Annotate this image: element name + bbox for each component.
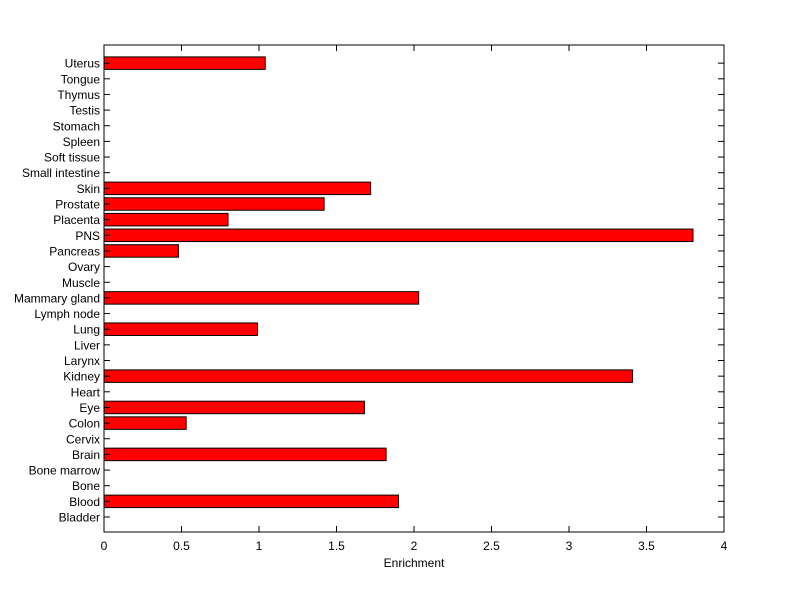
y-tick-label-prostate: Prostate [55, 198, 100, 212]
x-axis-label: Enrichment [384, 556, 445, 570]
x-tick-label-7: 3.5 [638, 539, 655, 553]
bar-skin [103, 181, 372, 196]
bar-eye [103, 400, 365, 415]
x-tick-label-5: 2.5 [483, 539, 500, 553]
y-tick-label-uterus: Uterus [65, 57, 100, 71]
y-tick-label-kidney: Kidney [63, 370, 100, 384]
y-tick-label-placenta: Placenta [53, 213, 100, 227]
y-tick-label-mammary-gland: Mammary gland [14, 291, 100, 305]
y-tick-label-lung: Lung [73, 323, 100, 337]
y-tick-label-cervix: Cervix [66, 432, 100, 446]
y-tick-label-colon: Colon [69, 417, 100, 431]
y-tick-label-pancreas: Pancreas [49, 244, 100, 258]
bar-lung [103, 322, 258, 336]
y-tick-label-pns: PNS [75, 229, 100, 243]
y-tick-label-muscle: Muscle [62, 276, 100, 290]
y-tick-label-ovary: Ovary [68, 260, 100, 274]
bar-brain [103, 447, 387, 462]
y-tick-label-skin: Skin [77, 182, 100, 196]
x-tick-label-6: 3 [566, 539, 573, 553]
y-tick-label-bone-marrow: Bone marrow [29, 464, 101, 478]
plot-frame [103, 44, 725, 533]
y-tick-label-larynx: Larynx [64, 354, 100, 368]
y-tick-label-blood: Blood [69, 495, 100, 509]
bar-mammary-gland [103, 291, 420, 305]
bar-uterus [103, 56, 266, 70]
y-tick-label-heart: Heart [71, 385, 101, 399]
bar-kidney [103, 369, 634, 383]
y-tick-label-spleen: Spleen [63, 135, 100, 149]
x-tick-label-2: 1 [256, 539, 263, 553]
bar-prostate [103, 197, 325, 211]
y-tick-label-liver: Liver [74, 338, 100, 352]
y-tick-label-brain: Brain [72, 448, 100, 462]
y-tick-label-small-intestine: Small intestine [22, 166, 100, 180]
x-tick-label-8: 4 [721, 539, 728, 553]
bar-pns [103, 228, 694, 243]
y-tick-label-soft-tissue: Soft tissue [44, 151, 100, 165]
y-tick-label-testis: Testis [69, 104, 100, 118]
y-tick-label-bladder: Bladder [59, 511, 100, 525]
x-tick-label-1: 0.5 [173, 539, 190, 553]
bar-placenta [103, 212, 229, 227]
bar-blood [103, 494, 399, 509]
x-tick-label-0: 0 [101, 539, 108, 553]
x-tick-label-4: 2 [411, 539, 418, 553]
x-tick-label-3: 1.5 [328, 539, 345, 553]
y-tick-label-tongue: Tongue [61, 72, 101, 86]
y-tick-label-eye: Eye [79, 401, 100, 415]
bar-pancreas [103, 244, 179, 258]
y-tick-label-stomach: Stomach [53, 119, 100, 133]
y-tick-label-bone: Bone [72, 479, 100, 493]
y-tick-label-thymus: Thymus [57, 88, 100, 102]
y-tick-label-lymph-node: Lymph node [34, 307, 100, 321]
bar-colon [103, 416, 187, 430]
